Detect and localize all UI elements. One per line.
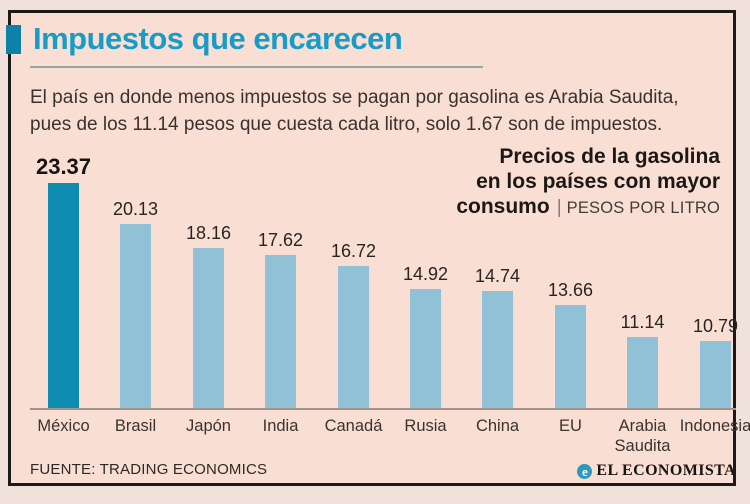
bar-value-label: 14.74 (474, 266, 521, 286)
x-axis-line (30, 408, 736, 410)
bar-category-label: Arabia Saudita (614, 417, 671, 455)
bar-value-label: 14.92 (402, 264, 449, 284)
bar-value-label: 18.16 (185, 223, 232, 243)
bar (700, 341, 731, 408)
lede-line-2: pues de los 11.14 pesos que cuesta cada … (30, 114, 663, 135)
chart-title: Precios de la gasolina en los países con… (456, 144, 720, 221)
bar-category-label: China (475, 417, 520, 435)
bar-category-label: Indonesia (679, 417, 750, 435)
bar-category-label: Rusia (404, 417, 447, 435)
lede-line-1: El país en donde menos impuestos se paga… (30, 87, 679, 108)
unit-separator: | (556, 197, 562, 218)
chart-title-line-2: en los países con mayor (476, 170, 720, 193)
bar-category-label: Brasil (114, 417, 157, 435)
bar (48, 183, 79, 408)
bar (410, 289, 441, 408)
bar (193, 248, 224, 408)
el-economista-globe-icon: e (577, 463, 593, 479)
bar (265, 255, 296, 408)
bar-value-label: 23.37 (35, 154, 92, 179)
bar (627, 337, 658, 408)
bar (555, 305, 586, 408)
bar-value-label: 11.14 (620, 312, 665, 332)
bar (120, 224, 151, 408)
bar-value-label: 13.66 (547, 280, 594, 300)
publisher-name: EL ECONOMISTA (596, 462, 736, 479)
bar-category-label: Canadá (324, 417, 383, 435)
bar-category-label: India (262, 417, 299, 435)
bar-value-label: 16.72 (330, 241, 377, 261)
bar-value-label: 10.79 (692, 316, 739, 336)
bar (338, 266, 369, 408)
title-bullet-square (6, 25, 21, 54)
bar-value-label: 17.62 (257, 230, 304, 250)
title-underline (30, 66, 483, 68)
bar-value-label: 20.13 (112, 199, 159, 219)
bar-category-label: EU (559, 417, 582, 435)
unit-label: PESOS POR LITRO (566, 199, 720, 217)
lede-text: El país en donde menos impuestos se paga… (30, 84, 679, 138)
publisher-logo: e EL ECONOMISTA (577, 462, 736, 480)
chart-title-line-3: consumo | PESOS POR LITRO (456, 194, 720, 221)
chart-title-line-1: Precios de la gasolina (499, 145, 720, 168)
chart-title-line-3-bold: consumo (456, 195, 550, 218)
bar (482, 291, 513, 408)
bar-category-label: Japón (186, 417, 231, 435)
bar-category-label: México (37, 417, 90, 435)
page-title: Impuestos que encarecen (33, 21, 403, 56)
source-credit: FUENTE: TRADING ECONOMICS (30, 461, 268, 478)
